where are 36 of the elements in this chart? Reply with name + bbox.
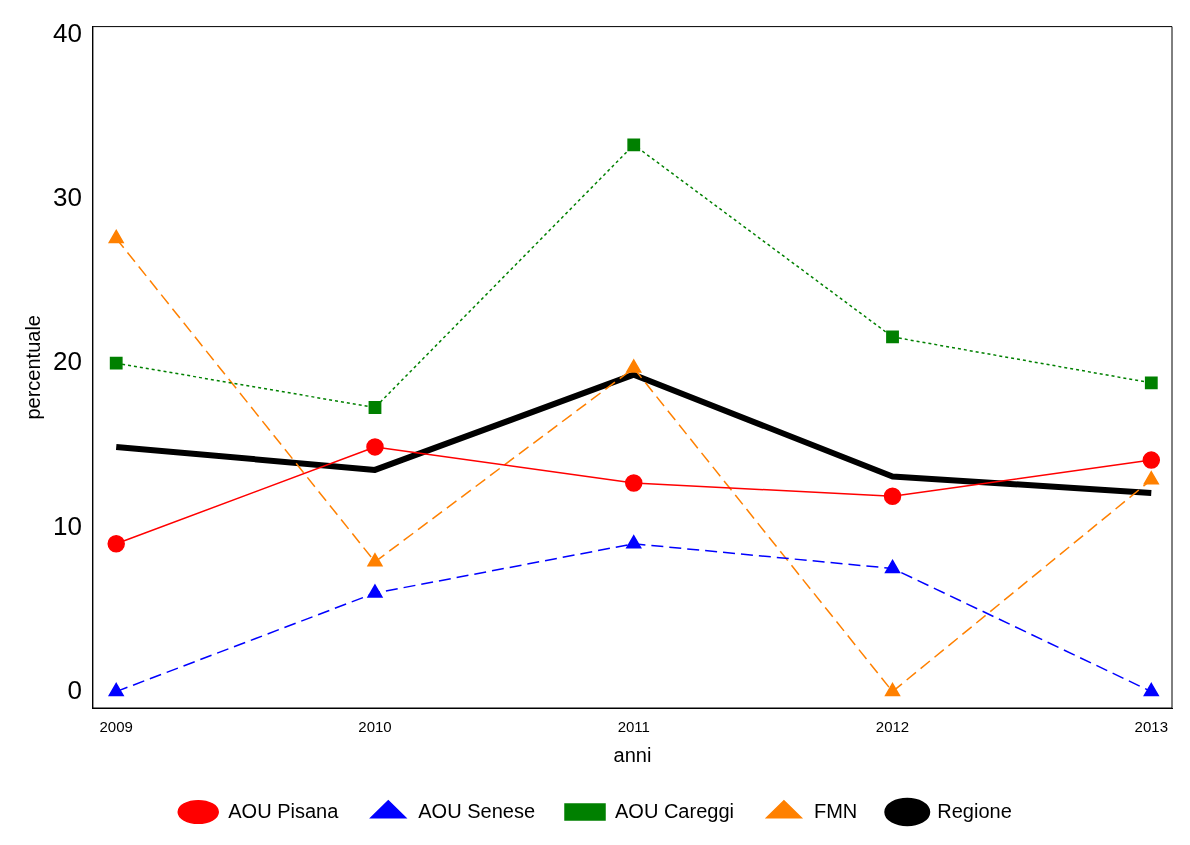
- point: [109, 356, 123, 370]
- y-tick-label: 40: [53, 17, 82, 48]
- legend-label: Regione: [937, 799, 1012, 822]
- y-tick-label: 10: [53, 510, 82, 541]
- point: [883, 487, 902, 505]
- point: [884, 682, 901, 697]
- point: [107, 535, 125, 553]
- x-axis-title: anni: [613, 743, 652, 766]
- point: [367, 553, 383, 567]
- point: [1142, 451, 1161, 469]
- x-tick-label: 2012: [875, 718, 910, 736]
- y-tick-label: 30: [53, 182, 82, 213]
- y-tick-label: 20: [53, 346, 82, 377]
- point: [884, 559, 901, 574]
- x-tick-label: 2009: [99, 718, 133, 736]
- point: [626, 535, 642, 549]
- point: [1143, 682, 1159, 697]
- legend-label: AOU Senese: [418, 799, 536, 822]
- legend-label: AOU Pisana: [228, 799, 340, 822]
- point: [367, 584, 383, 598]
- y-axis-title: percentuale: [21, 315, 44, 420]
- y-tick-label: 0: [67, 674, 82, 705]
- point: [108, 682, 124, 697]
- legend-label: FMN: [813, 799, 858, 822]
- point: [1143, 471, 1159, 485]
- point: [626, 359, 642, 373]
- point: [366, 438, 384, 456]
- x-tick-label: 2013: [1134, 718, 1168, 736]
- point: [886, 330, 899, 344]
- x-tick-label: 2011: [617, 718, 650, 736]
- point: [627, 138, 641, 152]
- x-tick-label: 2010: [358, 718, 392, 736]
- point: [368, 401, 382, 414]
- point: [625, 474, 643, 492]
- point: [1144, 376, 1158, 390]
- legend-label: AOU Careggi: [615, 799, 734, 822]
